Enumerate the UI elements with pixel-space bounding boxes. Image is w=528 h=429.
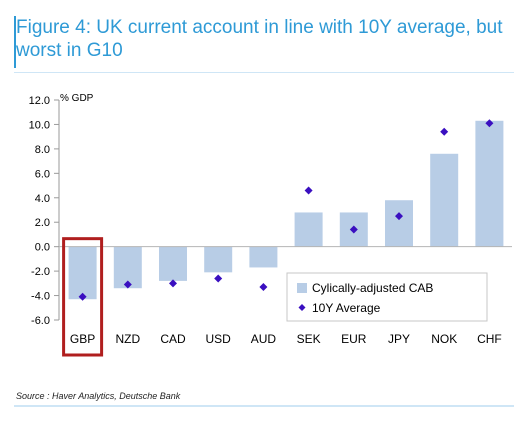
- highlight-box: [62, 237, 104, 357]
- y-tick-label: 4.0: [35, 193, 50, 205]
- x-tick-label: SEK: [297, 332, 321, 346]
- x-tick-label: CAD: [160, 332, 186, 346]
- marker-series: [78, 119, 494, 301]
- marker-sek: [304, 186, 313, 195]
- legend-bar-swatch: [297, 283, 307, 293]
- bar-sek: [294, 212, 323, 247]
- x-tick-label: AUD: [251, 332, 277, 346]
- x-tick-label: CHF: [477, 332, 502, 346]
- y-tick-label: 8.0: [35, 144, 50, 156]
- y-tick-label: 2.0: [35, 217, 50, 229]
- x-tick-label: USD: [206, 332, 232, 346]
- x-tick-label: NOK: [431, 332, 457, 346]
- marker-aud: [259, 283, 268, 291]
- y-tick-label: 0.0: [35, 242, 50, 254]
- marker-usd: [214, 274, 223, 283]
- x-axis-labels: GBP NZD CAD USD AUD SEK EUR JPY NOK CHF: [62, 237, 502, 357]
- source-note: Source : Haver Analytics, Deutsche Bank: [16, 391, 181, 401]
- x-tick-label: JPY: [388, 332, 410, 346]
- marker-chf: [485, 119, 494, 128]
- legend: Cylically-adjusted CAB 10Y Average: [286, 272, 488, 322]
- marker-cad: [169, 279, 177, 288]
- bar-usd: [204, 246, 233, 273]
- y-axis: 12.0 10.0 8.0 6.0 4.0 2.0 0.0 -2.0 -4.0 -6.0: [29, 95, 60, 327]
- y-axis-label: % GDP: [60, 93, 94, 104]
- title-divider: [14, 72, 514, 73]
- marker-gbp: [78, 292, 87, 301]
- x-tick-label: EUR: [341, 332, 367, 346]
- x-tick-label: GBP: [70, 332, 95, 346]
- bar-series: [68, 120, 504, 300]
- bar-nok: [430, 153, 459, 247]
- bar-gbp: [68, 246, 97, 300]
- bar-aud: [249, 246, 278, 268]
- y-tick-label: -2.0: [31, 266, 50, 278]
- bar-cad: [159, 246, 187, 281]
- marker-nzd: [123, 280, 132, 289]
- title-accent-bar: [14, 16, 16, 68]
- marker-jpy: [395, 212, 403, 221]
- y-tick-label: -4.0: [31, 291, 50, 303]
- legend-box: [286, 272, 488, 322]
- figure-title: Figure 4: UK current account in line wit…: [16, 17, 503, 61]
- y-tick-label: 6.0: [35, 168, 50, 180]
- bottom-divider: [14, 405, 514, 407]
- marker-nok: [440, 127, 449, 136]
- bar-jpy: [385, 200, 413, 247]
- x-tick-label: NZD: [115, 332, 140, 346]
- y-tick-label: 10.0: [29, 119, 50, 131]
- y-tick-label: -6.0: [31, 315, 50, 327]
- legend-marker-swatch: [298, 304, 306, 311]
- bar-chf: [475, 120, 504, 247]
- y-tick-label: 12.0: [29, 95, 50, 107]
- legend-marker-label: 10Y Average: [312, 301, 381, 315]
- legend-bar-label: Cylically-adjusted CAB: [312, 281, 433, 295]
- marker-eur: [349, 225, 358, 234]
